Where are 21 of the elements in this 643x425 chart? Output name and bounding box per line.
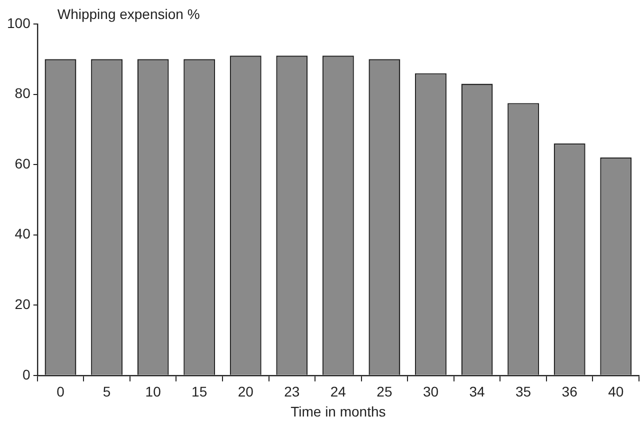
x-tick-label: 25 bbox=[376, 384, 392, 400]
x-tick-label: 23 bbox=[284, 384, 300, 400]
y-tick-label: 100 bbox=[7, 14, 31, 31]
y-axis-title: Whipping expension % bbox=[57, 6, 200, 22]
y-tick-label: 20 bbox=[14, 296, 31, 312]
x-tick-label: 15 bbox=[192, 384, 208, 400]
x-tick-label: 20 bbox=[238, 384, 254, 400]
y-tick-label: 60 bbox=[14, 155, 31, 172]
x-tick-label: 30 bbox=[422, 384, 439, 400]
x-tick-label: 10 bbox=[145, 384, 162, 400]
x-tick-label: 34 bbox=[469, 384, 486, 400]
y-tick-label: 40 bbox=[14, 226, 31, 242]
x-tick-label: 35 bbox=[516, 384, 532, 400]
x-tick-label: 40 bbox=[608, 384, 624, 400]
x-tick-label: 0 bbox=[56, 384, 65, 400]
x-axis-title: Time in months bbox=[290, 403, 386, 420]
y-tick-label: 80 bbox=[14, 85, 31, 102]
x-tick-label: 5 bbox=[102, 384, 111, 400]
y-tick-label: 0 bbox=[22, 366, 31, 382]
x-tick-label: 24 bbox=[330, 384, 346, 400]
x-tick-label: 36 bbox=[562, 384, 578, 400]
